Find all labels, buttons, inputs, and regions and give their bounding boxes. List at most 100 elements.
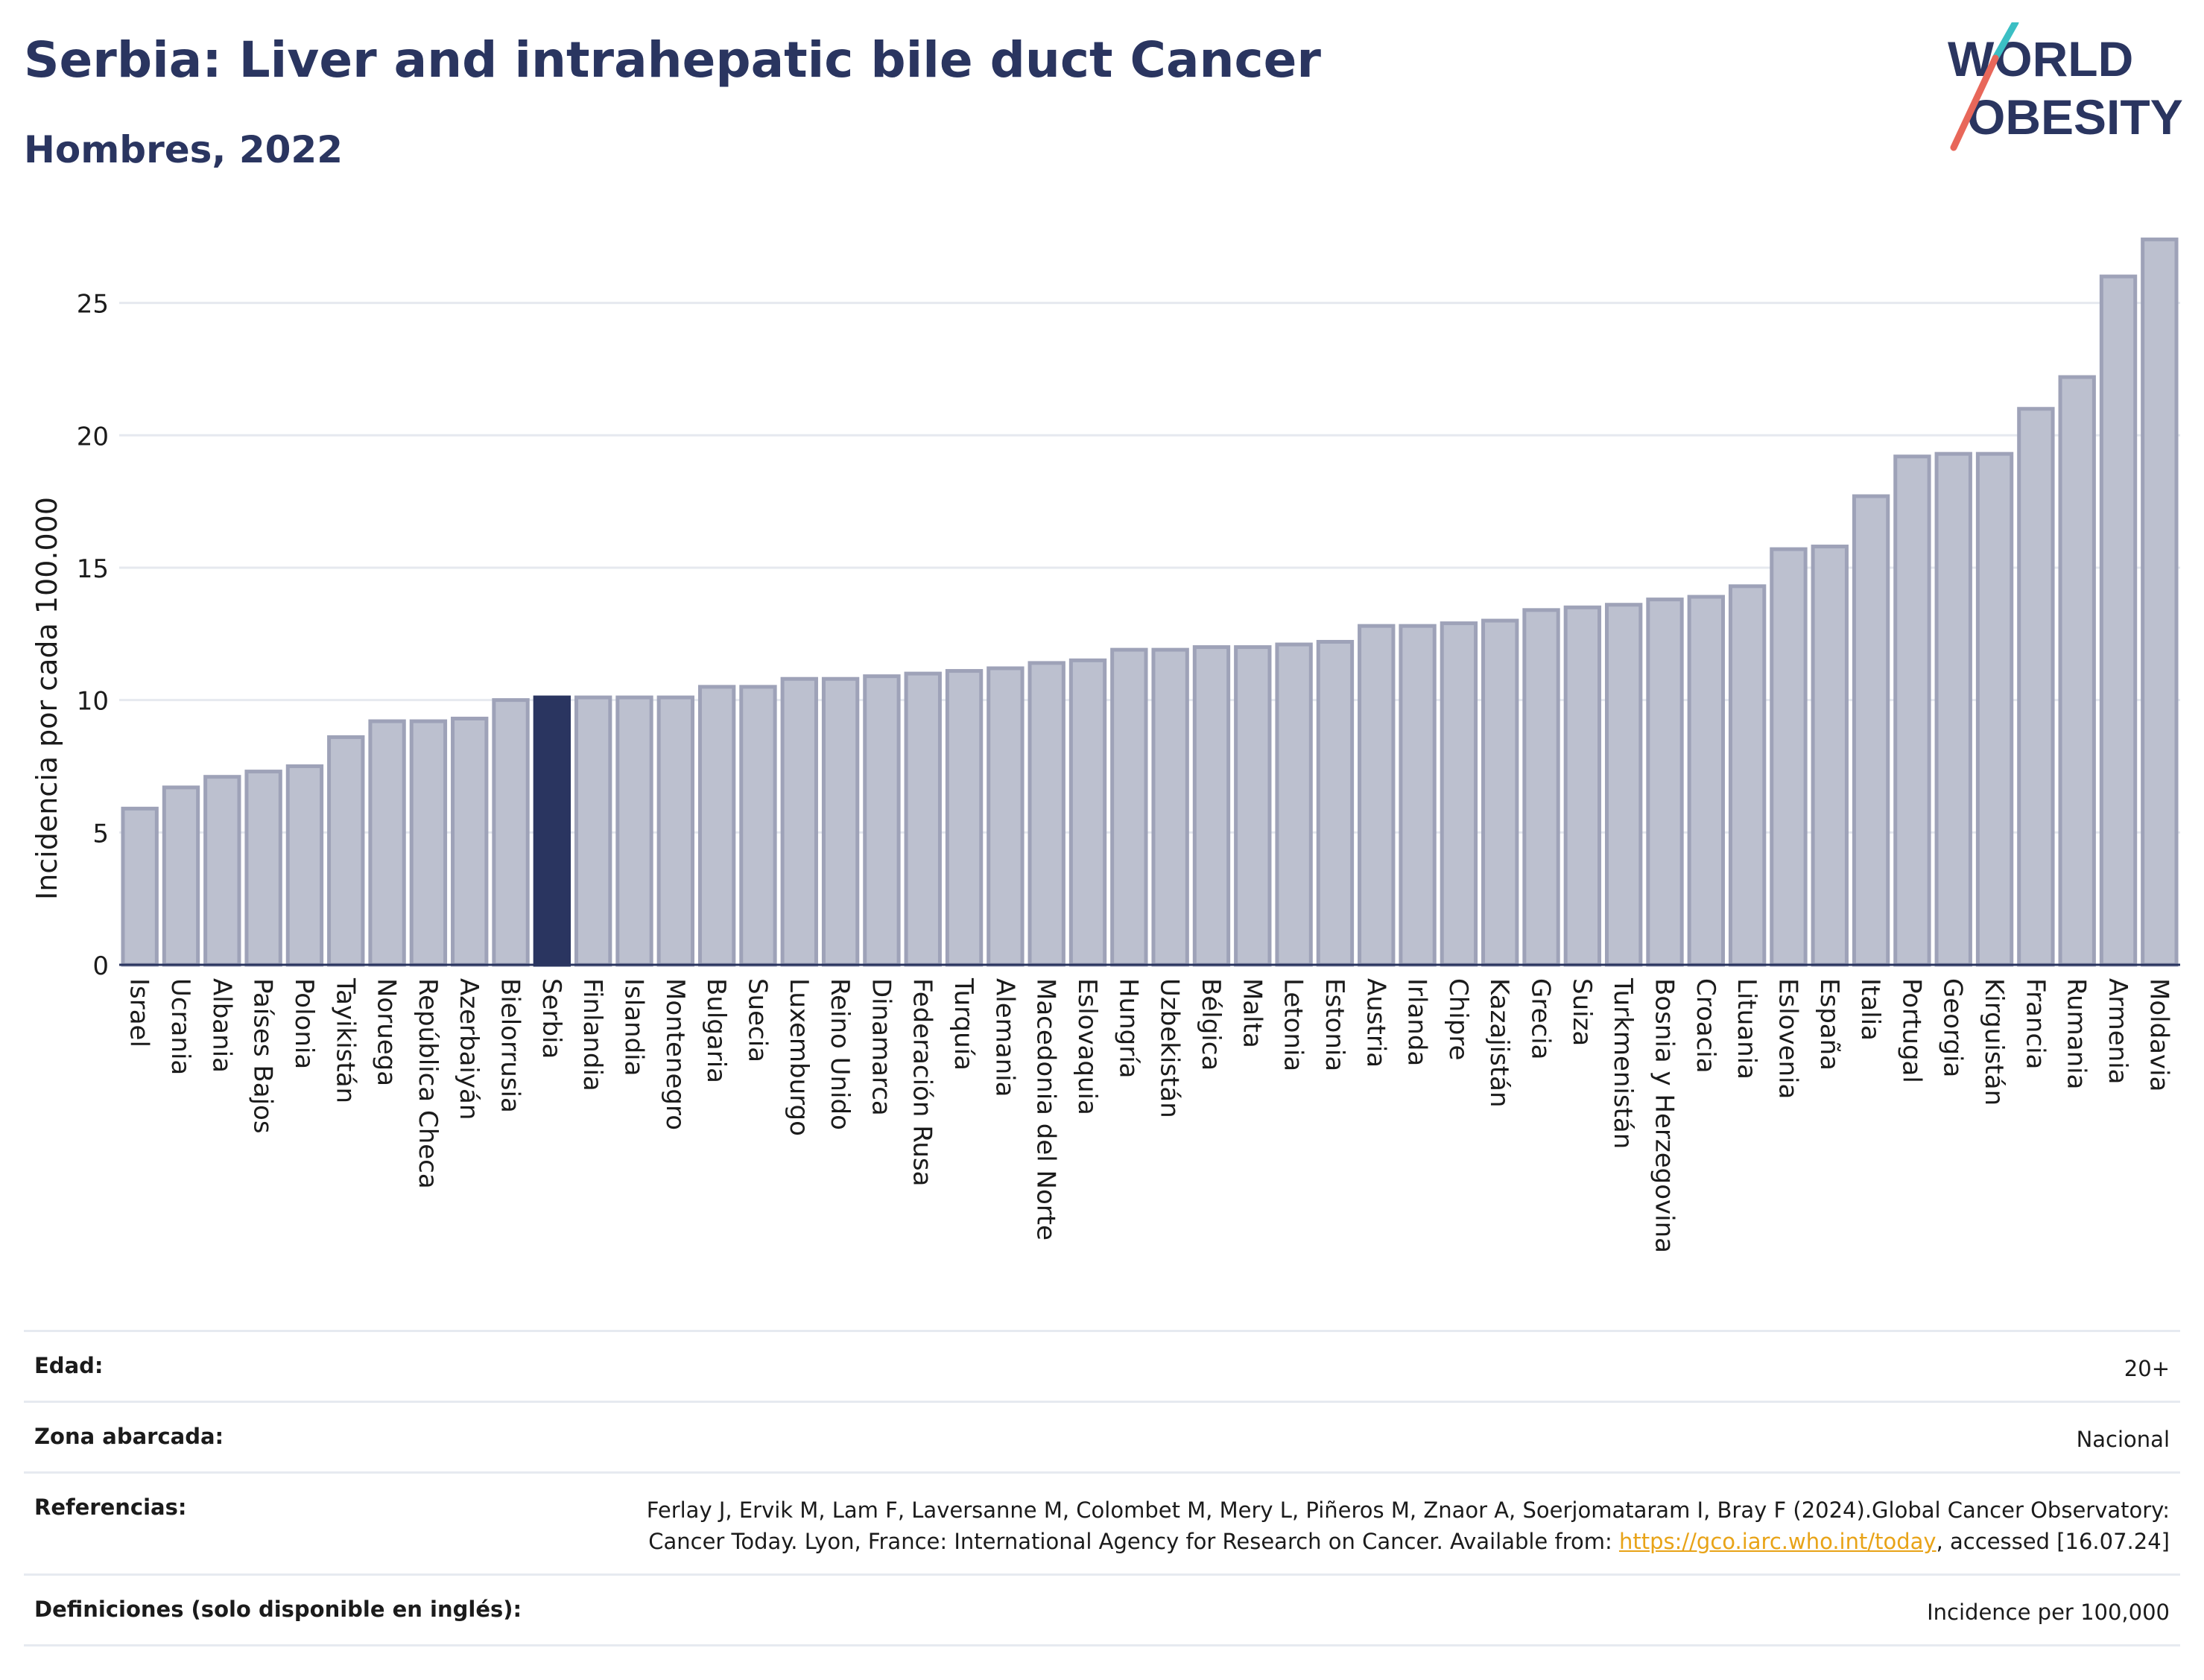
x-tick-label: Eslovenia	[1773, 978, 1802, 1099]
references-label: Referencias:	[34, 1494, 187, 1521]
x-tick-label: Tayikistán	[330, 977, 360, 1103]
x-tick-label: Bélgica	[1196, 978, 1226, 1071]
x-tick-label: Azerbaiyán	[454, 978, 484, 1120]
bar-kazajistán	[1481, 618, 1519, 967]
bar-reino-unido	[821, 676, 860, 967]
x-tick-label: Suiza	[1567, 978, 1597, 1046]
bar-montenegro	[656, 695, 695, 967]
info-row-definitions: Definiciones (solo disponible en inglés)…	[24, 1576, 2180, 1647]
bar-hungría	[1110, 647, 1148, 967]
x-tick-label: República Checa	[413, 978, 443, 1189]
x-tick-label: Austria	[1361, 978, 1390, 1068]
bar-suecia	[739, 685, 777, 967]
x-tick-label: Estonia	[1320, 978, 1349, 1071]
bar-bosnia-y-herzegovina	[1646, 597, 1684, 967]
x-tick-labels: Israel Ucrania Albania Países Bajos Polonia T…	[124, 977, 2174, 1253]
bar-rumania	[2058, 375, 2096, 967]
x-tick-label: Albania	[206, 978, 236, 1073]
x-tick-label: Turquía	[949, 977, 978, 1071]
bar-eslovaquia	[1068, 658, 1107, 967]
bar-francia	[2017, 407, 2055, 967]
x-tick-label: Serbia	[536, 978, 566, 1059]
bar-albania	[203, 775, 241, 967]
x-tick-label: Noruega	[372, 978, 402, 1086]
x-tick-label: Bielorrusia	[495, 978, 525, 1113]
bar-bielorrusia	[492, 698, 530, 967]
logo-line2: OBESITY	[1967, 89, 2183, 145]
x-tick-label: Irlanda	[1402, 978, 1432, 1066]
bar-países-bajos	[244, 770, 282, 967]
bar-serbia	[533, 695, 571, 967]
zone-label: Zona abarcada:	[34, 1424, 224, 1450]
x-tick-label: Portugal	[1896, 978, 1926, 1083]
bar-dinamarca	[863, 674, 901, 967]
x-tick-label: Kazajistán	[1484, 978, 1514, 1108]
x-tick-label: Dinamarca	[866, 978, 896, 1116]
bar-turkmenistán	[1604, 603, 1643, 967]
bar-portugal	[1893, 454, 1931, 967]
bar-macedonia-del-norte	[1027, 661, 1065, 967]
bar-israel	[121, 806, 159, 967]
references-text: Ferlay J, Ervik M, Lam F, Laversanne M, …	[646, 1497, 2170, 1555]
x-tick-label: Ucrania	[165, 978, 195, 1075]
bar-turquía	[945, 669, 984, 967]
bar-armenia	[2099, 274, 2138, 967]
x-tick-label: Chipre	[1443, 978, 1473, 1060]
info-row-zone: Zona abarcada: Nacional	[24, 1403, 2180, 1474]
logo-line1: WORLD	[1948, 31, 2133, 86]
y-tick-label: 15	[77, 554, 109, 584]
info-row-references: Referencias: Ferlay J, Ervik M, Lam F, L…	[24, 1474, 2180, 1576]
y-tick-labels: 0 5 10 15 20 25	[77, 290, 109, 981]
bar-chart: 0 5 10 15 20 25 Israel Ucrania Albania Países Ba…	[31, 237, 2180, 1253]
info-table: Edad: 20+ Zona abarcada: Nacional Refere…	[24, 1330, 2180, 1647]
references-value: Ferlay J, Ervik M, Lam F, Laversanne M, …	[620, 1494, 2170, 1557]
logo-stroke-teal	[1992, 22, 2019, 62]
x-tick-label: España	[1814, 978, 1844, 1071]
x-tick-label: Moldavia	[2144, 978, 2173, 1091]
bar-ucrania	[162, 785, 200, 967]
bar-suiza	[1563, 605, 1602, 967]
x-tick-label: Bosnia y Herzegovina	[1650, 978, 1679, 1253]
bar-bélgica	[1192, 645, 1231, 967]
bar-lituania	[1728, 584, 1767, 967]
info-row-age: Edad: 20+	[24, 1332, 2180, 1404]
bar-islandia	[615, 695, 653, 967]
x-tick-label: Finlandia	[577, 978, 607, 1091]
x-tick-label: Armenia	[2103, 978, 2132, 1085]
chart-title: Serbia: Liver and intrahepatic bile duct…	[24, 31, 1321, 89]
bars	[121, 237, 2179, 967]
x-tick-label: Montenegro	[660, 978, 690, 1130]
x-tick-label: Bulgaria	[701, 978, 731, 1083]
age-value: 20+	[2124, 1356, 2170, 1381]
y-tick-label: 0	[92, 951, 109, 981]
x-tick-label: Reino Unido	[825, 978, 855, 1130]
bar-alemania	[987, 666, 1025, 967]
bar-croacia	[1687, 595, 1726, 967]
x-tick-label: Italia	[1855, 978, 1885, 1041]
bar-irlanda	[1399, 624, 1437, 967]
y-tick-label: 10	[77, 687, 109, 717]
bar-república-checa	[409, 719, 448, 967]
bar-finlandia	[574, 695, 612, 967]
x-tick-label: Luxemburgo	[784, 978, 814, 1136]
x-tick-label: Suecia	[742, 978, 772, 1062]
bar-kirguistán	[1975, 451, 2014, 967]
x-tick-label: Lituania	[1732, 978, 1761, 1080]
bar-federación-rusa	[904, 671, 942, 967]
y-tick-label: 5	[92, 819, 109, 849]
y-axis-label: Incidencia por cada 100.000	[31, 497, 63, 900]
x-tick-label: Alemania	[989, 978, 1019, 1097]
bar-eslovenia	[1770, 547, 1808, 967]
y-tick-label: 25	[77, 290, 109, 320]
bar-luxemburgo	[780, 676, 818, 967]
bar-noruega	[368, 719, 406, 967]
definitions-label: Definiciones (solo disponible en inglés)…	[34, 1597, 522, 1623]
logo-stroke-coral	[1950, 54, 1999, 151]
age-label: Edad:	[34, 1353, 104, 1378]
bar-azerbaiyán	[451, 717, 489, 967]
references-accessed: , accessed [16.07.24]	[1936, 1529, 2170, 1555]
x-tick-label: Rumania	[2062, 978, 2091, 1089]
x-tick-label: Francia	[2020, 978, 2050, 1069]
references-link[interactable]: https://gco.iarc.who.int/today	[1618, 1529, 1937, 1555]
bar-polonia	[285, 764, 324, 967]
